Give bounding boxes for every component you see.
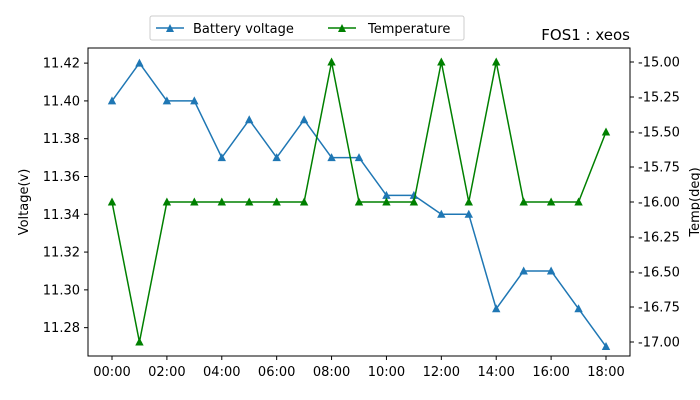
x-tick-label-6: 12:00 — [423, 365, 460, 380]
point-battery-voltage-10 — [382, 190, 391, 199]
point-temperature-4 — [217, 197, 226, 206]
point-battery-voltage-11 — [409, 190, 419, 199]
point-temperature-1 — [135, 337, 144, 346]
point-battery-voltage-13 — [464, 209, 473, 218]
y-tick-label-right-7: -15.25 — [638, 91, 680, 106]
y-tick-label-right-1: -16.75 — [638, 301, 680, 316]
y-tick-label-right-3: -16.25 — [638, 231, 680, 246]
point-temperature-0 — [107, 197, 117, 206]
point-temperature-6 — [272, 197, 281, 206]
point-temperature-15 — [519, 197, 528, 206]
series-layer — [107, 57, 611, 351]
y-tick-label-left-3: 11.34 — [43, 208, 80, 223]
x-tick-label-4: 08:00 — [313, 365, 350, 380]
legend-label-battery-voltage: Battery voltage — [193, 22, 294, 37]
legend-marker-battery-voltage — [166, 24, 174, 32]
point-temperature-16 — [546, 197, 556, 206]
legend-marker-temperature — [338, 24, 346, 32]
x-tick-label-3: 06:00 — [258, 365, 295, 380]
legend: Battery voltage Temperature — [149, 15, 465, 41]
axes-layer: 00:00 02:00 04:00 06:00 08:00 10:00 12:00 14:00… — [43, 56, 680, 381]
point-temperature-13 — [464, 197, 473, 206]
point-battery-voltage-12 — [437, 209, 446, 218]
y-tick-label-right-2: -16.50 — [638, 266, 680, 281]
x-tick-label-0: 00:00 — [93, 365, 130, 380]
y-tick-label-left-7: 11.42 — [43, 57, 80, 72]
point-temperature-14 — [492, 57, 501, 66]
point-temperature-8 — [327, 57, 336, 66]
point-temperature-12 — [437, 57, 446, 66]
legend-label-temperature: Temperature — [367, 22, 450, 37]
point-battery-voltage-5 — [245, 115, 254, 124]
x-tick-label-1: 02:00 — [148, 365, 185, 380]
x-tick-label-9: 18:00 — [587, 365, 624, 380]
y-tick-label-left-5: 11.38 — [43, 132, 80, 147]
point-temperature-11 — [409, 197, 419, 206]
y-tick-label-left-6: 11.40 — [43, 94, 80, 109]
x-tick-label-2: 04:00 — [203, 365, 240, 380]
point-battery-voltage-8 — [327, 153, 336, 162]
point-battery-voltage-7 — [299, 115, 309, 124]
point-temperature-18 — [601, 127, 611, 136]
y-tick-label-right-4: -16.00 — [638, 196, 680, 211]
point-battery-voltage-15 — [519, 266, 528, 275]
point-battery-voltage-6 — [272, 153, 281, 162]
point-battery-voltage-9 — [354, 153, 364, 162]
point-temperature-2 — [162, 197, 172, 206]
point-battery-voltage-0 — [107, 96, 117, 105]
point-battery-voltage-14 — [492, 304, 501, 313]
legend-box — [149, 15, 465, 41]
y-tick-label-right-6: -15.50 — [638, 126, 680, 141]
y-axis-title-left: Voltage(v) — [17, 169, 32, 236]
y-tick-label-right-0: -17.00 — [638, 336, 680, 351]
point-temperature-7 — [299, 197, 309, 206]
y-tick-label-right-8: -15.00 — [638, 56, 680, 71]
point-battery-voltage-16 — [546, 266, 556, 275]
point-temperature-9 — [354, 197, 364, 206]
point-battery-voltage-2 — [162, 96, 172, 105]
point-battery-voltage-4 — [217, 153, 226, 162]
y-tick-label-right-5: -15.75 — [638, 161, 680, 176]
y-tick-label-left-2: 11.32 — [43, 246, 80, 261]
x-tick-label-5: 10:00 — [368, 365, 405, 380]
point-battery-voltage-17 — [574, 304, 583, 313]
y-axis-title-right: Temp(deg) — [688, 167, 700, 237]
point-battery-voltage-18 — [601, 342, 611, 351]
chart-title: FOS1 : xeos — [541, 26, 630, 44]
point-battery-voltage-1 — [135, 58, 144, 67]
x-tick-label-7: 14:00 — [477, 365, 514, 380]
y-tick-label-left-4: 11.36 — [43, 170, 80, 185]
x-tick-label-8: 16:00 — [532, 365, 569, 380]
point-battery-voltage-3 — [190, 96, 199, 105]
point-temperature-3 — [190, 197, 199, 206]
y-tick-label-left-0: 11.28 — [43, 321, 80, 336]
point-temperature-17 — [574, 197, 583, 206]
point-temperature-10 — [382, 197, 391, 206]
point-temperature-5 — [245, 197, 254, 206]
y-tick-label-left-1: 11.30 — [43, 283, 80, 298]
